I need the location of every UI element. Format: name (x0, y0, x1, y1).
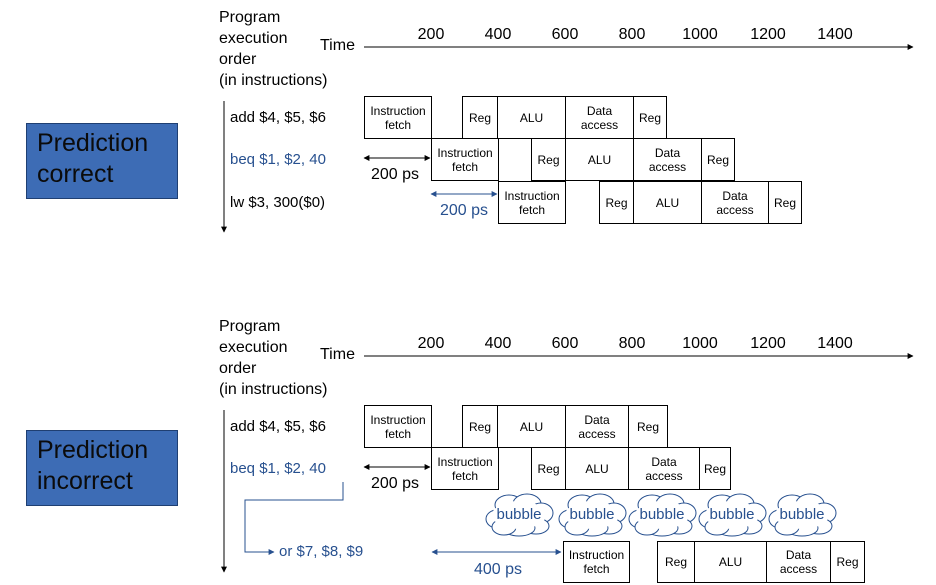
tick-label: 600 (551, 26, 579, 43)
tick-label: 200 (417, 26, 445, 43)
instruction-add: add $4, $5, $6 (230, 109, 326, 126)
stage-reg: Reg (462, 405, 498, 448)
stage-reg: Reg (701, 138, 735, 181)
instruction-or: or $7, $8, $9 (279, 543, 364, 560)
delay-label: 200 ps (440, 202, 489, 219)
stage-reg: Reg (531, 138, 566, 181)
header-line2: execution (219, 30, 288, 47)
bubble-label: bubble (569, 506, 615, 523)
stage-reg: Reg (599, 181, 634, 224)
header-line3: order (219, 51, 257, 68)
instruction-beq: beq $1, $2, 40 (230, 460, 326, 477)
stage-data-access: Data access (766, 541, 831, 583)
branch-redirect-arrow (244, 482, 344, 555)
tick-label: 1200 (750, 26, 786, 43)
side-label-line2: incorrect (37, 467, 133, 495)
stage-instruction-fetch: Instruction fetch (431, 138, 499, 181)
tick-label: 400 (484, 26, 512, 43)
stage-reg: Reg (768, 181, 802, 224)
delay-label: 200 ps (371, 475, 420, 492)
header-line3: order (219, 360, 257, 377)
delay-label: 400 ps (474, 561, 523, 578)
stage-instruction-fetch: Instruction fetch (563, 541, 630, 583)
bubble-cloud-fill (775, 501, 829, 529)
stage-reg: Reg (699, 447, 731, 490)
bubble-label: bubble (496, 506, 542, 523)
stage-reg: Reg (830, 541, 865, 583)
instruction-beq: beq $1, $2, 40 (230, 151, 326, 168)
tick-label: 600 (551, 335, 579, 352)
stage-instruction-fetch: Instruction fetch (431, 447, 499, 490)
stage-alu: ALU (565, 138, 634, 181)
tick-label: 1000 (682, 335, 718, 352)
bubble-label: bubble (639, 506, 685, 523)
bubble-cloud-fill (492, 501, 546, 529)
stage-alu: ALU (497, 405, 566, 448)
stage-reg: Reg (531, 447, 566, 490)
stage-data-access: Data access (565, 96, 634, 139)
header-line2: execution (219, 339, 288, 356)
tick-label: 200 (417, 335, 445, 352)
header-line1: Program (219, 318, 281, 335)
time-axis-label: Time (320, 37, 355, 54)
bubble-cloud-fill (635, 501, 689, 529)
tick-label: 1200 (750, 335, 786, 352)
stage-instruction-fetch: Instruction fetch (498, 181, 566, 224)
bubble-cloud-fill (565, 501, 619, 529)
delay-label: 200 ps (371, 166, 420, 183)
prediction-correct-label: Prediction correct (26, 123, 178, 199)
bubble-label: bubble (779, 506, 825, 523)
stage-data-access: Data access (628, 447, 700, 490)
tick-label: 1000 (682, 26, 718, 43)
program-order-header: Program execution order (in instructions… (219, 316, 327, 400)
bubble-label: bubble (709, 506, 755, 523)
bubble-clouds (485, 493, 837, 537)
prediction-incorrect-label: Prediction incorrect (26, 430, 178, 506)
tick-label: 800 (618, 26, 646, 43)
instruction-lw: lw $3, 300($0) (230, 194, 326, 211)
side-label-line1: Prediction (37, 129, 149, 157)
tick-label: 400 (484, 335, 512, 352)
header-line4: (in instructions) (219, 72, 328, 89)
stage-instruction-fetch: Instruction fetch (364, 96, 432, 139)
tick-label: 800 (618, 335, 646, 352)
side-label-line1: Prediction (37, 436, 149, 464)
stage-data-access: Data access (701, 181, 769, 224)
stage-reg: Reg (657, 541, 695, 583)
tick-label: 1400 (817, 26, 853, 43)
stage-instruction-fetch: Instruction fetch (364, 405, 432, 448)
instruction-add: add $4, $5, $6 (230, 418, 326, 435)
tick-label: 1400 (817, 335, 853, 352)
stage-alu: ALU (694, 541, 767, 583)
program-order-header: Program execution order (in instructions… (219, 7, 327, 91)
side-label-line2: correct (37, 160, 114, 188)
header-line4: (in instructions) (219, 381, 328, 398)
time-axis-label: Time (320, 346, 355, 363)
bubble-cloud-fill (705, 501, 759, 529)
stage-alu: ALU (497, 96, 566, 139)
header-line1: Program (219, 9, 281, 26)
stage-reg: Reg (633, 96, 667, 139)
